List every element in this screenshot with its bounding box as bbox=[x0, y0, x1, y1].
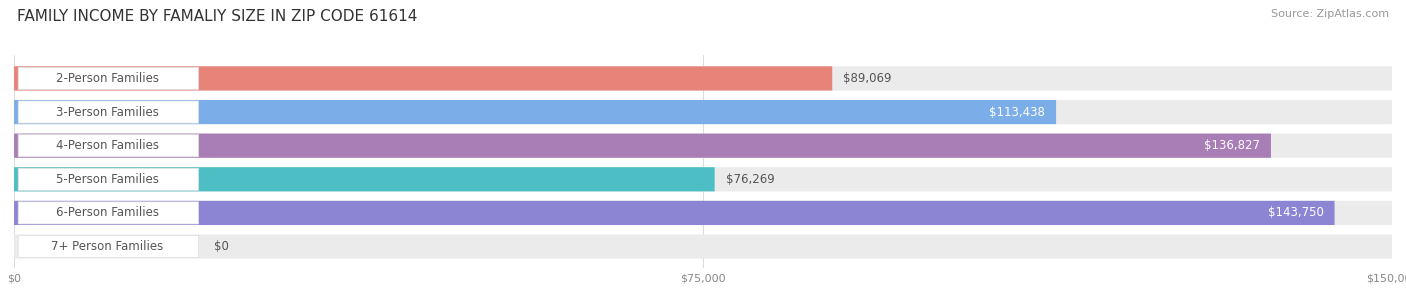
Text: $113,438: $113,438 bbox=[990, 106, 1045, 119]
Text: 3-Person Families: 3-Person Families bbox=[56, 106, 159, 119]
Text: 2-Person Families: 2-Person Families bbox=[56, 72, 159, 85]
Text: 5-Person Families: 5-Person Families bbox=[56, 173, 159, 186]
FancyBboxPatch shape bbox=[14, 66, 832, 91]
FancyBboxPatch shape bbox=[18, 168, 198, 190]
Text: 6-Person Families: 6-Person Families bbox=[56, 206, 159, 219]
FancyBboxPatch shape bbox=[14, 134, 1271, 158]
Text: Source: ZipAtlas.com: Source: ZipAtlas.com bbox=[1271, 9, 1389, 19]
FancyBboxPatch shape bbox=[14, 201, 1334, 225]
Text: 4-Person Families: 4-Person Families bbox=[56, 139, 159, 152]
FancyBboxPatch shape bbox=[18, 101, 198, 123]
Text: $143,750: $143,750 bbox=[1268, 206, 1323, 219]
FancyBboxPatch shape bbox=[14, 100, 1056, 124]
FancyBboxPatch shape bbox=[14, 235, 1392, 259]
Text: 7+ Person Families: 7+ Person Families bbox=[51, 240, 163, 253]
FancyBboxPatch shape bbox=[14, 100, 1392, 124]
Text: $0: $0 bbox=[214, 240, 229, 253]
FancyBboxPatch shape bbox=[18, 135, 198, 157]
FancyBboxPatch shape bbox=[18, 67, 198, 90]
FancyBboxPatch shape bbox=[18, 235, 198, 258]
FancyBboxPatch shape bbox=[14, 167, 714, 192]
Text: FAMILY INCOME BY FAMALIY SIZE IN ZIP CODE 61614: FAMILY INCOME BY FAMALIY SIZE IN ZIP COD… bbox=[17, 9, 418, 24]
FancyBboxPatch shape bbox=[14, 134, 1392, 158]
Text: $89,069: $89,069 bbox=[844, 72, 891, 85]
Text: $76,269: $76,269 bbox=[725, 173, 775, 186]
FancyBboxPatch shape bbox=[14, 66, 1392, 91]
Text: $136,827: $136,827 bbox=[1204, 139, 1260, 152]
FancyBboxPatch shape bbox=[14, 167, 1392, 192]
FancyBboxPatch shape bbox=[18, 202, 198, 224]
FancyBboxPatch shape bbox=[14, 201, 1392, 225]
